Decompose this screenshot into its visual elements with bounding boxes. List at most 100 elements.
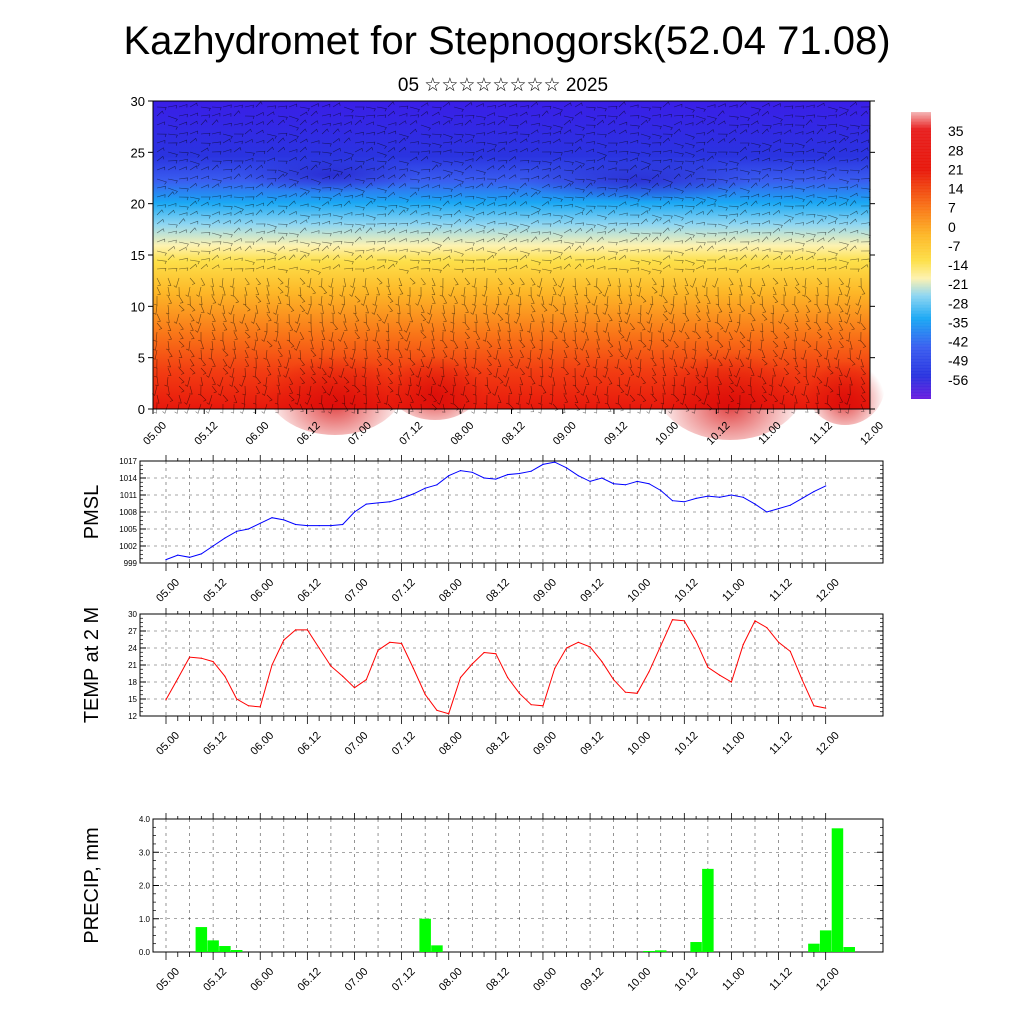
wind-barb bbox=[526, 322, 532, 333]
wind-barb bbox=[695, 265, 704, 270]
wind-barb bbox=[734, 376, 741, 387]
wind-barb bbox=[475, 183, 484, 189]
wind-barb bbox=[508, 187, 519, 193]
wind-barb bbox=[277, 358, 282, 367]
wind-barb bbox=[387, 237, 396, 243]
wind-barb bbox=[173, 313, 180, 324]
wind-barb bbox=[195, 403, 202, 414]
wind-barb bbox=[310, 349, 317, 357]
wind-barb bbox=[310, 178, 321, 185]
wind-barb bbox=[783, 231, 794, 236]
wind-barb bbox=[310, 151, 321, 155]
wind-barb bbox=[453, 138, 462, 144]
wind-barb bbox=[607, 115, 618, 120]
wind-barb bbox=[728, 104, 738, 108]
wind-barb bbox=[420, 304, 425, 313]
wind-barb bbox=[200, 277, 206, 286]
temp-point bbox=[271, 664, 273, 666]
wind-barb bbox=[750, 182, 758, 189]
wind-barb bbox=[607, 403, 612, 412]
wind-barb bbox=[277, 367, 281, 377]
wind-barb bbox=[640, 178, 651, 184]
wind-barb bbox=[580, 385, 587, 396]
wind-barb bbox=[475, 169, 486, 176]
wind-barb bbox=[541, 174, 550, 180]
wind-barb bbox=[508, 103, 518, 108]
temp-point bbox=[224, 675, 226, 677]
wind-barb bbox=[538, 403, 543, 414]
wind-barb bbox=[669, 349, 675, 360]
wind-barb bbox=[772, 295, 779, 303]
wind-barb bbox=[758, 340, 763, 351]
temp-point bbox=[259, 706, 261, 708]
wind-barb bbox=[178, 385, 185, 393]
wind-barb bbox=[816, 267, 827, 272]
wind-barb bbox=[717, 232, 728, 236]
wind-barb bbox=[728, 124, 739, 129]
wind-barb bbox=[353, 304, 357, 315]
wind-barb bbox=[277, 236, 285, 243]
wind-barb bbox=[563, 115, 574, 121]
colorbar-label: -21 bbox=[948, 276, 968, 292]
wind-barb bbox=[332, 138, 341, 144]
wind-barb bbox=[602, 286, 609, 297]
wind-barb bbox=[783, 195, 794, 199]
wind-barb bbox=[442, 385, 449, 393]
wind-barb bbox=[816, 115, 827, 120]
wind-barb bbox=[844, 304, 851, 315]
wind-barb bbox=[728, 385, 735, 393]
wind-barb bbox=[716, 394, 721, 404]
wind-barb bbox=[178, 121, 188, 126]
wind-barb bbox=[651, 196, 662, 201]
wind-barb bbox=[450, 313, 455, 324]
wind-barb bbox=[266, 133, 277, 139]
wind-barb bbox=[541, 132, 552, 136]
wind-barb bbox=[706, 245, 714, 252]
wind-barb bbox=[695, 178, 706, 182]
wind-barb bbox=[420, 176, 430, 181]
wind-barb bbox=[252, 367, 257, 378]
wind-barb bbox=[585, 358, 590, 367]
wind-barb bbox=[838, 246, 847, 252]
wind-barb bbox=[596, 187, 607, 191]
wind-barb bbox=[640, 218, 648, 225]
wind-barb bbox=[309, 358, 314, 368]
wind-barb bbox=[823, 376, 829, 387]
wind-barb bbox=[849, 178, 860, 183]
wind-barb bbox=[750, 295, 756, 304]
wind-barb bbox=[420, 331, 427, 339]
wind-barb bbox=[640, 166, 649, 171]
wind-barb bbox=[266, 257, 276, 261]
wind-barb bbox=[354, 385, 361, 393]
wind-barb bbox=[233, 147, 242, 153]
wind-barb bbox=[200, 258, 210, 262]
wind-barb bbox=[519, 133, 530, 138]
wind-barb bbox=[508, 228, 517, 234]
wind-barb bbox=[827, 385, 834, 393]
wind-barb bbox=[355, 268, 365, 272]
wind-barb bbox=[184, 376, 191, 387]
wind-barb bbox=[497, 203, 507, 207]
wind-barb bbox=[518, 385, 522, 395]
precip-x-tick-label: 12.00 bbox=[814, 966, 842, 994]
wind-barb bbox=[706, 183, 715, 189]
wind-barb bbox=[431, 340, 436, 350]
wind-barb bbox=[706, 241, 717, 245]
wind-barb bbox=[255, 150, 266, 155]
wind-barb bbox=[860, 264, 869, 270]
wind-barb bbox=[376, 246, 385, 252]
wind-barb bbox=[387, 182, 395, 189]
wind-barb bbox=[387, 110, 395, 117]
wind-barb bbox=[222, 205, 233, 210]
wind-barb bbox=[453, 295, 458, 304]
wind-barb bbox=[747, 403, 752, 414]
wind-barb bbox=[244, 304, 251, 312]
wind-barb bbox=[464, 267, 475, 271]
wind-barb bbox=[273, 313, 279, 324]
wind-barb bbox=[658, 403, 664, 414]
wind-barb bbox=[343, 121, 352, 126]
wind-barb bbox=[415, 295, 422, 306]
wind-barb bbox=[277, 268, 288, 274]
wind-barb bbox=[222, 220, 231, 225]
wind-barb bbox=[585, 182, 593, 189]
